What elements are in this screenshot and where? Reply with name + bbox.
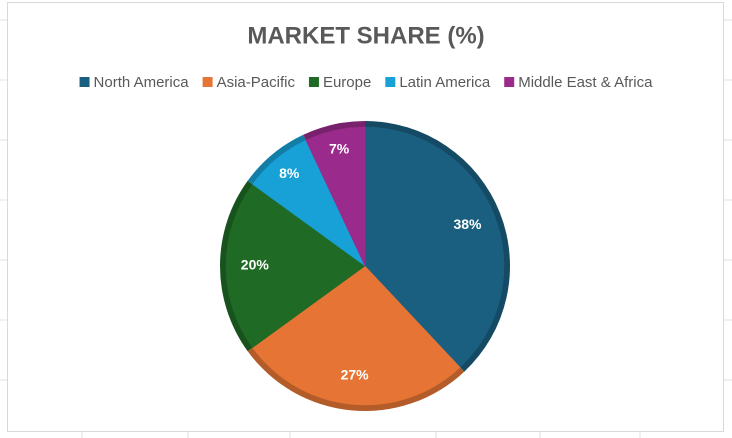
chart-title: MARKET SHARE (%)	[247, 22, 484, 49]
legend-swatch	[202, 77, 213, 87]
slice	[305, 126, 366, 267]
legend-swatch	[79, 77, 90, 87]
slice	[225, 183, 366, 349]
legend-swatch	[308, 77, 319, 87]
pie: 38% 27% 20% 8% 7%	[220, 121, 511, 411]
legend-label: Middle East & Africa	[518, 74, 653, 91]
legend-swatch	[385, 77, 396, 87]
data-label: 7%	[329, 141, 350, 157]
slice	[364, 126, 505, 368]
legend: North America Asia-Pacific Europe Latin Ame…	[79, 74, 653, 91]
legend-label: Latin America	[399, 74, 491, 91]
slice	[252, 265, 461, 406]
data-label: 20%	[241, 257, 270, 273]
data-label: 38%	[453, 216, 482, 232]
data-label: 27%	[341, 366, 370, 382]
legend-label: North America	[94, 74, 190, 91]
sheet-grid	[0, 19, 732, 438]
data-label: 8%	[279, 165, 300, 181]
legend-swatch	[504, 77, 515, 87]
legend-label: Asia-Pacific	[217, 74, 296, 91]
legend-label: Europe	[323, 74, 371, 91]
